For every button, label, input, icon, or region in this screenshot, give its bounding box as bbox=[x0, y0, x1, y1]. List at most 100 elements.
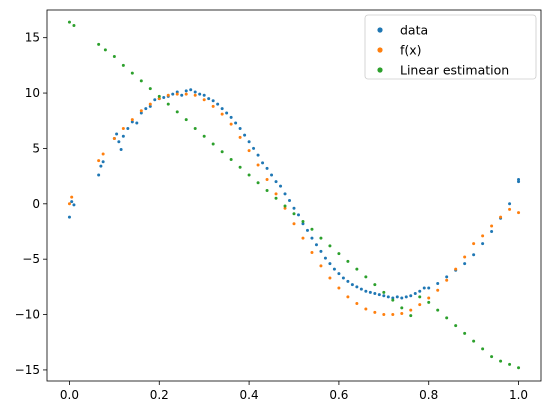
data-point bbox=[229, 115, 233, 119]
data-point bbox=[166, 93, 170, 97]
legend-label: Linear estimation bbox=[400, 63, 509, 78]
data-point bbox=[121, 134, 125, 138]
data-point bbox=[220, 150, 224, 154]
series-0 bbox=[67, 88, 521, 300]
data-point bbox=[328, 276, 332, 280]
data-point bbox=[499, 359, 503, 363]
data-point bbox=[373, 310, 377, 314]
data-point bbox=[463, 255, 467, 259]
series-2 bbox=[67, 20, 521, 370]
data-point bbox=[382, 294, 386, 298]
data-point bbox=[153, 98, 157, 102]
data-point bbox=[180, 93, 184, 97]
data-point bbox=[220, 112, 224, 116]
data-point bbox=[211, 142, 215, 146]
data-point bbox=[364, 289, 368, 293]
data-point bbox=[400, 296, 404, 300]
data-point bbox=[274, 180, 278, 184]
y-tick-label: 0 bbox=[32, 197, 40, 211]
data-point bbox=[481, 242, 485, 246]
data-point bbox=[175, 90, 179, 94]
legend-label: data bbox=[400, 23, 428, 38]
data-point bbox=[472, 253, 476, 257]
data-point bbox=[301, 220, 305, 224]
data-point bbox=[490, 355, 494, 359]
data-point bbox=[211, 99, 215, 103]
data-point bbox=[288, 198, 292, 202]
data-point bbox=[310, 227, 314, 231]
data-point bbox=[463, 331, 467, 335]
data-point bbox=[101, 160, 105, 164]
data-point bbox=[130, 118, 134, 122]
data-point bbox=[265, 166, 269, 170]
data-point bbox=[319, 236, 323, 240]
data-point bbox=[355, 285, 359, 289]
data-point bbox=[157, 94, 161, 98]
data-point bbox=[346, 279, 350, 283]
data-point bbox=[157, 97, 161, 101]
data-point bbox=[261, 161, 265, 165]
data-point bbox=[117, 140, 121, 144]
data-point bbox=[67, 215, 71, 219]
data-point bbox=[148, 102, 152, 106]
data-point bbox=[319, 249, 323, 253]
data-point bbox=[229, 158, 233, 162]
data-point bbox=[409, 294, 413, 298]
data-point bbox=[391, 298, 395, 302]
data-point bbox=[386, 295, 390, 299]
x-tick-label: 0.4 bbox=[240, 388, 259, 402]
data-point bbox=[279, 184, 283, 188]
data-point bbox=[97, 42, 101, 46]
data-point bbox=[364, 275, 368, 279]
data-point bbox=[418, 295, 422, 299]
data-point bbox=[337, 252, 341, 256]
data-point bbox=[364, 307, 368, 311]
data-point bbox=[193, 126, 197, 130]
data-point bbox=[427, 286, 431, 290]
data-point bbox=[413, 292, 417, 296]
data-point bbox=[319, 264, 323, 268]
data-point bbox=[382, 290, 386, 294]
data-point bbox=[270, 173, 274, 177]
data-point bbox=[72, 203, 76, 207]
data-point bbox=[301, 236, 305, 240]
data-point bbox=[337, 272, 341, 276]
data-point bbox=[139, 79, 143, 83]
data-point bbox=[332, 267, 336, 271]
y-tick-label: −5 bbox=[22, 252, 40, 266]
data-point bbox=[101, 152, 105, 156]
data-point bbox=[296, 213, 300, 217]
data-point bbox=[119, 148, 123, 152]
data-point bbox=[247, 173, 251, 177]
x-tick-label: 0.6 bbox=[329, 388, 348, 402]
data-point bbox=[121, 63, 125, 67]
data-point bbox=[323, 256, 327, 260]
data-point bbox=[67, 20, 71, 24]
data-point bbox=[243, 133, 247, 137]
data-point bbox=[193, 93, 197, 97]
data-point bbox=[238, 135, 242, 139]
data-point bbox=[337, 286, 341, 290]
data-point bbox=[202, 98, 206, 102]
data-point bbox=[189, 88, 193, 92]
data-point bbox=[517, 180, 521, 184]
data-point bbox=[508, 202, 512, 206]
data-point bbox=[166, 102, 170, 106]
data-point bbox=[265, 177, 269, 181]
data-point bbox=[517, 366, 521, 370]
data-point bbox=[130, 71, 134, 75]
data-point bbox=[238, 165, 242, 169]
data-point bbox=[265, 189, 269, 193]
data-point bbox=[404, 295, 408, 299]
data-point bbox=[70, 200, 74, 204]
data-point bbox=[359, 287, 363, 291]
data-point bbox=[355, 267, 359, 271]
data-point bbox=[499, 215, 503, 219]
data-point bbox=[490, 229, 494, 233]
data-point bbox=[99, 164, 103, 168]
data-point bbox=[252, 146, 256, 150]
y-tick-label: 10 bbox=[25, 86, 40, 100]
legend-marker bbox=[377, 47, 383, 53]
data-point bbox=[373, 292, 377, 296]
data-point bbox=[148, 104, 152, 108]
